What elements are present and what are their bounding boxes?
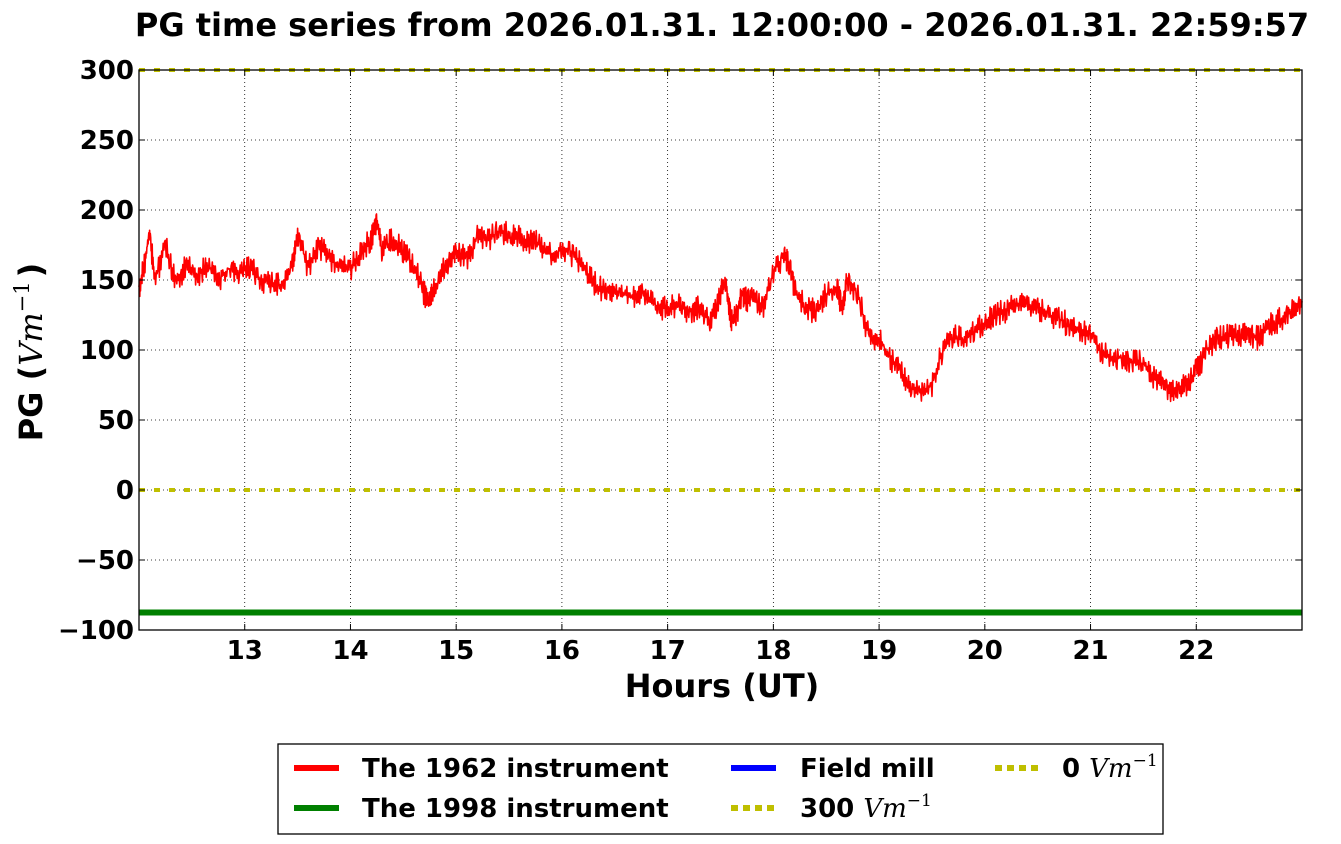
y-axis-label-text: PG ( xyxy=(12,366,50,441)
y-tick-label: 250 xyxy=(80,126,134,156)
x-tick-label: 14 xyxy=(332,636,368,666)
legend: The 1962 instrument The 1998 instrument Fi… xyxy=(277,743,1164,835)
y-axis-label-exponent: −1 xyxy=(10,281,34,312)
legend-label: Field mill xyxy=(800,754,935,784)
x-tick-label: 13 xyxy=(227,636,263,666)
y-axis-label-unit: Vm xyxy=(12,312,50,365)
y-tick-label: 150 xyxy=(80,266,134,296)
x-tick-label: 19 xyxy=(861,636,897,666)
y-tick-label: −50 xyxy=(76,546,134,576)
legend-items: The 1962 instrument The 1998 instrument Fi… xyxy=(294,751,1158,824)
legend-label: The 1962 instrument xyxy=(362,754,669,784)
plot-frame xyxy=(139,70,1302,630)
y-tick-label: 300 xyxy=(80,56,134,86)
legend-label: The 1998 instrument xyxy=(362,794,669,824)
chart-title: PG time series from 2026.01.31. 12:00:00… xyxy=(135,6,1309,44)
x-axis-label: Hours (UT) xyxy=(625,667,820,705)
y-tick-label: 0 xyxy=(116,476,134,506)
x-tick-label: 20 xyxy=(967,636,1003,666)
x-tick-label: 17 xyxy=(650,636,686,666)
x-tick-label: 16 xyxy=(544,636,580,666)
y-axis-label: PG (Vm−1) xyxy=(10,263,50,442)
x-tick-label: 15 xyxy=(438,636,474,666)
y-tick-label: 100 xyxy=(80,336,134,366)
legend-label: 300 Vm−1 xyxy=(800,791,932,824)
series-line-the-1962-instrument xyxy=(138,213,1303,403)
series-layer xyxy=(138,68,1303,616)
x-tick-label: 21 xyxy=(1072,636,1108,666)
legend-box xyxy=(277,743,1164,835)
y-tick-label: 200 xyxy=(80,196,134,226)
grid-lines xyxy=(139,70,1302,630)
x-tick-label: 22 xyxy=(1178,636,1214,666)
plot-area: 13 14 15 16 17 18 19 20 21 22 −100 −50 0 50 100 150 200 2… xyxy=(58,56,1303,666)
y-tick-label: 50 xyxy=(98,406,134,436)
y-tick-label: −100 xyxy=(58,616,134,646)
x-tick-label: 18 xyxy=(755,636,791,666)
legend-label: 0 Vm−1 xyxy=(1062,751,1158,784)
axis-ticks: 13 14 15 16 17 18 19 20 21 22 −100 −50 0 50 100 150 200 2… xyxy=(58,56,1302,666)
y-axis-label-close: ) xyxy=(12,263,50,278)
